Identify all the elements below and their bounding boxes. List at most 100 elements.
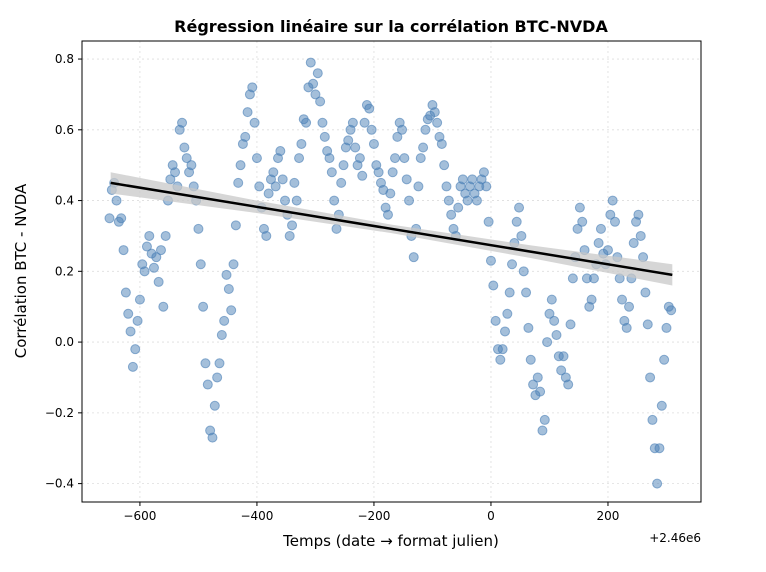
point bbox=[226, 305, 237, 316]
point bbox=[247, 82, 258, 93]
point bbox=[633, 209, 644, 220]
point bbox=[193, 223, 204, 234]
point bbox=[605, 209, 616, 220]
point bbox=[382, 209, 393, 220]
y-axis-label: Corrélation BTC - NVDA bbox=[12, 183, 30, 358]
y-tick-label: 0.0 bbox=[55, 335, 74, 349]
point bbox=[415, 153, 426, 164]
point bbox=[291, 195, 302, 206]
x-tick-label: −600 bbox=[123, 509, 156, 523]
point bbox=[233, 177, 244, 188]
point bbox=[544, 308, 555, 319]
point bbox=[537, 425, 548, 436]
point bbox=[399, 153, 410, 164]
point bbox=[235, 160, 246, 171]
point bbox=[312, 68, 323, 79]
point bbox=[595, 223, 606, 234]
point bbox=[647, 414, 658, 425]
plot-frame bbox=[81, 40, 702, 503]
point bbox=[516, 230, 527, 241]
point bbox=[158, 301, 169, 312]
point bbox=[551, 330, 562, 341]
point bbox=[521, 287, 532, 298]
point bbox=[432, 117, 443, 128]
point bbox=[127, 361, 138, 372]
point bbox=[462, 195, 473, 206]
point bbox=[602, 245, 613, 256]
point bbox=[366, 124, 377, 135]
point bbox=[326, 167, 337, 178]
x-tick-label: 200 bbox=[597, 509, 620, 523]
point bbox=[160, 230, 171, 241]
point bbox=[130, 344, 141, 355]
point bbox=[642, 319, 653, 330]
point bbox=[567, 273, 578, 284]
point bbox=[315, 96, 326, 107]
point bbox=[368, 138, 379, 149]
point bbox=[104, 213, 115, 224]
point bbox=[413, 181, 424, 192]
point bbox=[661, 322, 672, 333]
point bbox=[577, 216, 588, 227]
point bbox=[181, 153, 192, 164]
point bbox=[453, 202, 464, 213]
point bbox=[214, 358, 225, 369]
point bbox=[523, 322, 534, 333]
point bbox=[268, 167, 279, 178]
y-tick-label: −0.4 bbox=[45, 477, 74, 491]
x-offset-label: +2.46e6 bbox=[649, 531, 701, 545]
point bbox=[397, 124, 408, 135]
point bbox=[546, 294, 557, 305]
y-tick-label: 0.2 bbox=[55, 264, 74, 278]
point bbox=[223, 284, 234, 295]
point bbox=[490, 315, 501, 326]
y-tick-label: −0.2 bbox=[45, 406, 74, 420]
point bbox=[144, 230, 155, 241]
point bbox=[134, 294, 145, 305]
point bbox=[111, 195, 122, 206]
point bbox=[514, 202, 525, 213]
point bbox=[420, 124, 431, 135]
point bbox=[294, 153, 305, 164]
point bbox=[549, 315, 560, 326]
point bbox=[504, 287, 515, 298]
point bbox=[645, 372, 656, 383]
point bbox=[343, 135, 354, 146]
y-tick-label: 0.6 bbox=[55, 123, 74, 137]
point bbox=[308, 78, 319, 89]
point bbox=[511, 216, 522, 227]
point bbox=[280, 195, 291, 206]
point bbox=[261, 230, 272, 241]
point bbox=[387, 167, 398, 178]
point bbox=[270, 181, 281, 192]
point bbox=[556, 365, 567, 376]
point bbox=[518, 266, 529, 277]
point bbox=[170, 167, 181, 178]
point bbox=[528, 379, 539, 390]
point bbox=[666, 305, 677, 316]
point bbox=[155, 245, 166, 256]
point bbox=[284, 230, 295, 241]
point bbox=[139, 266, 150, 277]
x-tick-label: 0 bbox=[487, 509, 495, 523]
point bbox=[120, 287, 131, 298]
point bbox=[635, 230, 646, 241]
point bbox=[329, 195, 340, 206]
point bbox=[495, 354, 506, 365]
point bbox=[408, 252, 419, 263]
point bbox=[624, 301, 635, 312]
point bbox=[467, 174, 478, 185]
point bbox=[165, 174, 176, 185]
point bbox=[289, 177, 300, 188]
point bbox=[221, 269, 232, 280]
point bbox=[617, 294, 628, 305]
point bbox=[153, 276, 164, 287]
point bbox=[116, 213, 127, 224]
point bbox=[198, 301, 209, 312]
point bbox=[186, 160, 197, 171]
point bbox=[507, 259, 518, 270]
point bbox=[132, 315, 143, 326]
point bbox=[324, 153, 335, 164]
point bbox=[347, 117, 358, 128]
